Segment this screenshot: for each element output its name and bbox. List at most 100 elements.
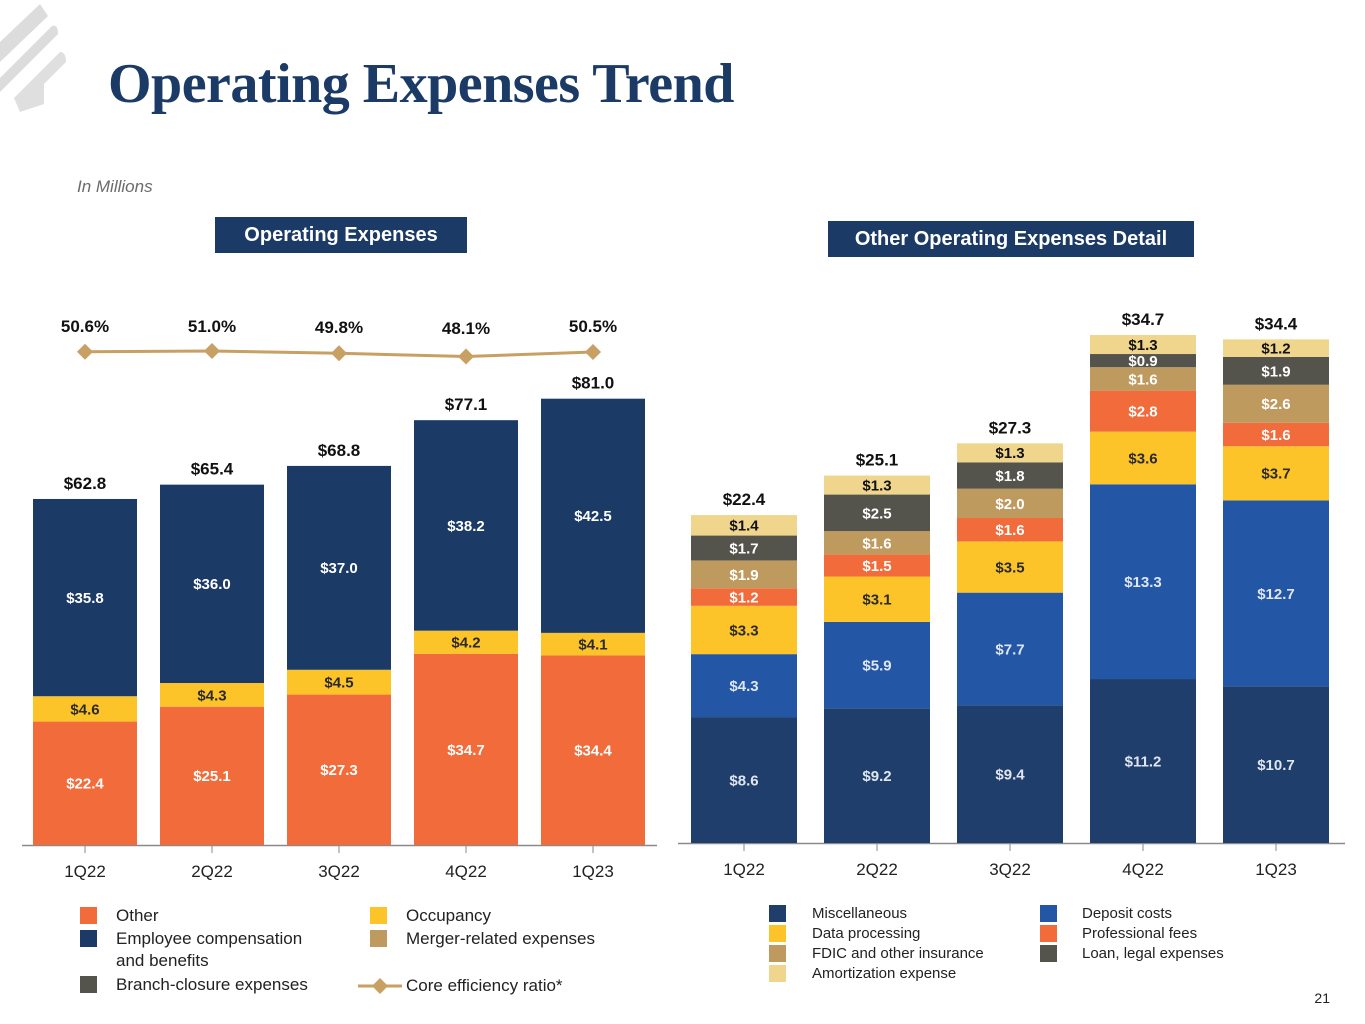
x-tick-label: 4Q22 (1122, 860, 1164, 879)
bar-segment-loan-legal-expenses (824, 494, 930, 532)
total-label: $27.3 (989, 418, 1032, 437)
bar-segment-data-processing (824, 576, 930, 622)
data-label: $3.7 (1261, 466, 1290, 483)
efficiency-ratio-point (585, 343, 601, 360)
data-label: $1.9 (729, 567, 758, 584)
bar-segment-other (33, 721, 137, 845)
total-label: $22.4 (723, 490, 766, 509)
data-label: $4.6 (70, 701, 99, 718)
bar-segment-other (541, 655, 645, 845)
legend-label: Miscellaneous (812, 905, 908, 922)
bar-segment-deposit-costs (957, 592, 1063, 706)
data-label: $1.8 (995, 468, 1024, 485)
legend-swatch-icon (1040, 925, 1057, 942)
x-tick-label: 1Q23 (1255, 860, 1297, 879)
data-label: $1.3 (862, 477, 891, 494)
other-opex-detail-chart: $8.6 $4.3 $3.3 $1.2 $1.9 $1.7 $1.4 $22.4 1Q22 $9.… (678, 310, 1345, 879)
data-label: $12.7 (1257, 586, 1295, 603)
data-label: $10.7 (1257, 757, 1295, 774)
x-tick-label: 1Q23 (572, 862, 614, 881)
line-diamond-icon (358, 978, 402, 994)
legend-label: Professional fees (1082, 925, 1198, 942)
x-tick-label: 3Q22 (318, 862, 360, 881)
legend-swatch-icon (370, 907, 387, 924)
data-label: $3.1 (862, 592, 891, 609)
efficiency-ratio-label: 50.5% (569, 317, 617, 336)
legend-swatch-icon (80, 976, 97, 993)
data-label: $1.6 (1128, 371, 1157, 388)
data-label: $4.5 (324, 675, 353, 692)
bar-segment-fdic-and-other-insurance (691, 560, 797, 589)
efficiency-ratio-point (458, 348, 474, 365)
data-label: $36.0 (193, 576, 231, 593)
bar-segment-deposit-costs (1223, 500, 1329, 687)
bar-segment-employee-compensation-and-benefits (160, 484, 264, 684)
bar-segment-loan-legal-expenses (691, 535, 797, 561)
legend-swatch-icon (1040, 945, 1057, 962)
data-label: $38.2 (447, 518, 485, 535)
bar-segment-fdic-and-other-insurance (1090, 367, 1196, 391)
legend-label: Amortization expense (812, 965, 957, 982)
data-label: $0.9 (1128, 353, 1157, 370)
bar-segment-fdic-and-other-insurance (957, 488, 1063, 518)
total-label: $68.8 (318, 441, 361, 460)
data-label: $2.8 (1128, 404, 1157, 421)
operating-expenses-chart: $22.4 $4.6 $35.8 $62.8 1Q22 $25.1 $4.3 $36.0 $65… (22, 317, 657, 881)
legend-label: Data processing (812, 925, 921, 942)
legend-swatch-icon (769, 965, 786, 982)
legend-label: Occupancy (406, 906, 492, 925)
total-label: $77.1 (445, 395, 488, 414)
data-label: $1.6 (862, 535, 891, 552)
company-logo-icon (0, 4, 66, 112)
bar-segment-other (287, 694, 391, 845)
legend-label: Core efficiency ratio* (406, 976, 563, 995)
data-label: $2.6 (1261, 396, 1290, 413)
efficiency-ratio-label: 51.0% (188, 317, 236, 336)
bar-segment-fdic-and-other-insurance (1223, 384, 1329, 423)
data-label: $1.9 (1261, 363, 1290, 380)
data-label: $8.6 (729, 772, 758, 789)
chart-title-operating-expenses: Operating Expenses (215, 217, 467, 253)
total-label: $62.8 (64, 474, 107, 493)
bar-segment-data-processing (691, 605, 797, 655)
x-tick-label: 4Q22 (445, 862, 487, 881)
data-label: $25.1 (193, 768, 231, 785)
page-title: Operating Expenses Trend (108, 53, 734, 115)
data-label: $1.6 (995, 522, 1024, 539)
legend-swatch-icon (1040, 905, 1057, 922)
legend-label: Branch-closure expenses (116, 975, 308, 994)
data-label: $9.2 (862, 768, 891, 785)
units-note: In Millions (77, 177, 153, 196)
data-label: $5.9 (862, 658, 891, 675)
legend-swatch-icon (370, 930, 387, 947)
legend-swatch-icon (769, 905, 786, 922)
bar-segment-loan-legal-expenses (1223, 356, 1329, 385)
bar-segment-employee-compensation-and-benefits (33, 498, 137, 697)
bar-segment-occupancy (414, 630, 518, 654)
bar-segment-fdic-and-other-insurance (824, 531, 930, 555)
total-label: $25.1 (856, 451, 899, 470)
total-label: $34.7 (1122, 310, 1165, 329)
data-label: $1.2 (1261, 341, 1290, 358)
bar-segment-occupancy (160, 683, 264, 707)
efficiency-ratio-label: 49.8% (315, 318, 363, 337)
data-label: $27.3 (320, 762, 358, 779)
data-label: $1.2 (729, 589, 758, 606)
data-label: $42.5 (574, 508, 612, 525)
data-label: $4.3 (729, 678, 758, 695)
page-number: 21 (1314, 990, 1330, 1006)
data-label: $1.3 (995, 445, 1024, 462)
data-label: $2.5 (862, 505, 891, 522)
data-label: $34.7 (447, 742, 485, 759)
bar-segment-employee-compensation-and-benefits (541, 398, 645, 633)
data-label: $34.4 (574, 743, 612, 760)
data-label: $9.4 (995, 767, 1025, 784)
data-label: $3.5 (995, 559, 1024, 576)
bar-segment-data-processing (1090, 431, 1196, 485)
legend-label: Merger-related expenses (406, 929, 595, 948)
bar-segment-amortization-expense (1223, 339, 1329, 357)
data-label: $7.7 (995, 641, 1024, 658)
bar-segment-employee-compensation-and-benefits (287, 465, 391, 670)
bar-segment-professional-fees (691, 588, 797, 606)
bar-segment-professional-fees (1090, 390, 1196, 432)
